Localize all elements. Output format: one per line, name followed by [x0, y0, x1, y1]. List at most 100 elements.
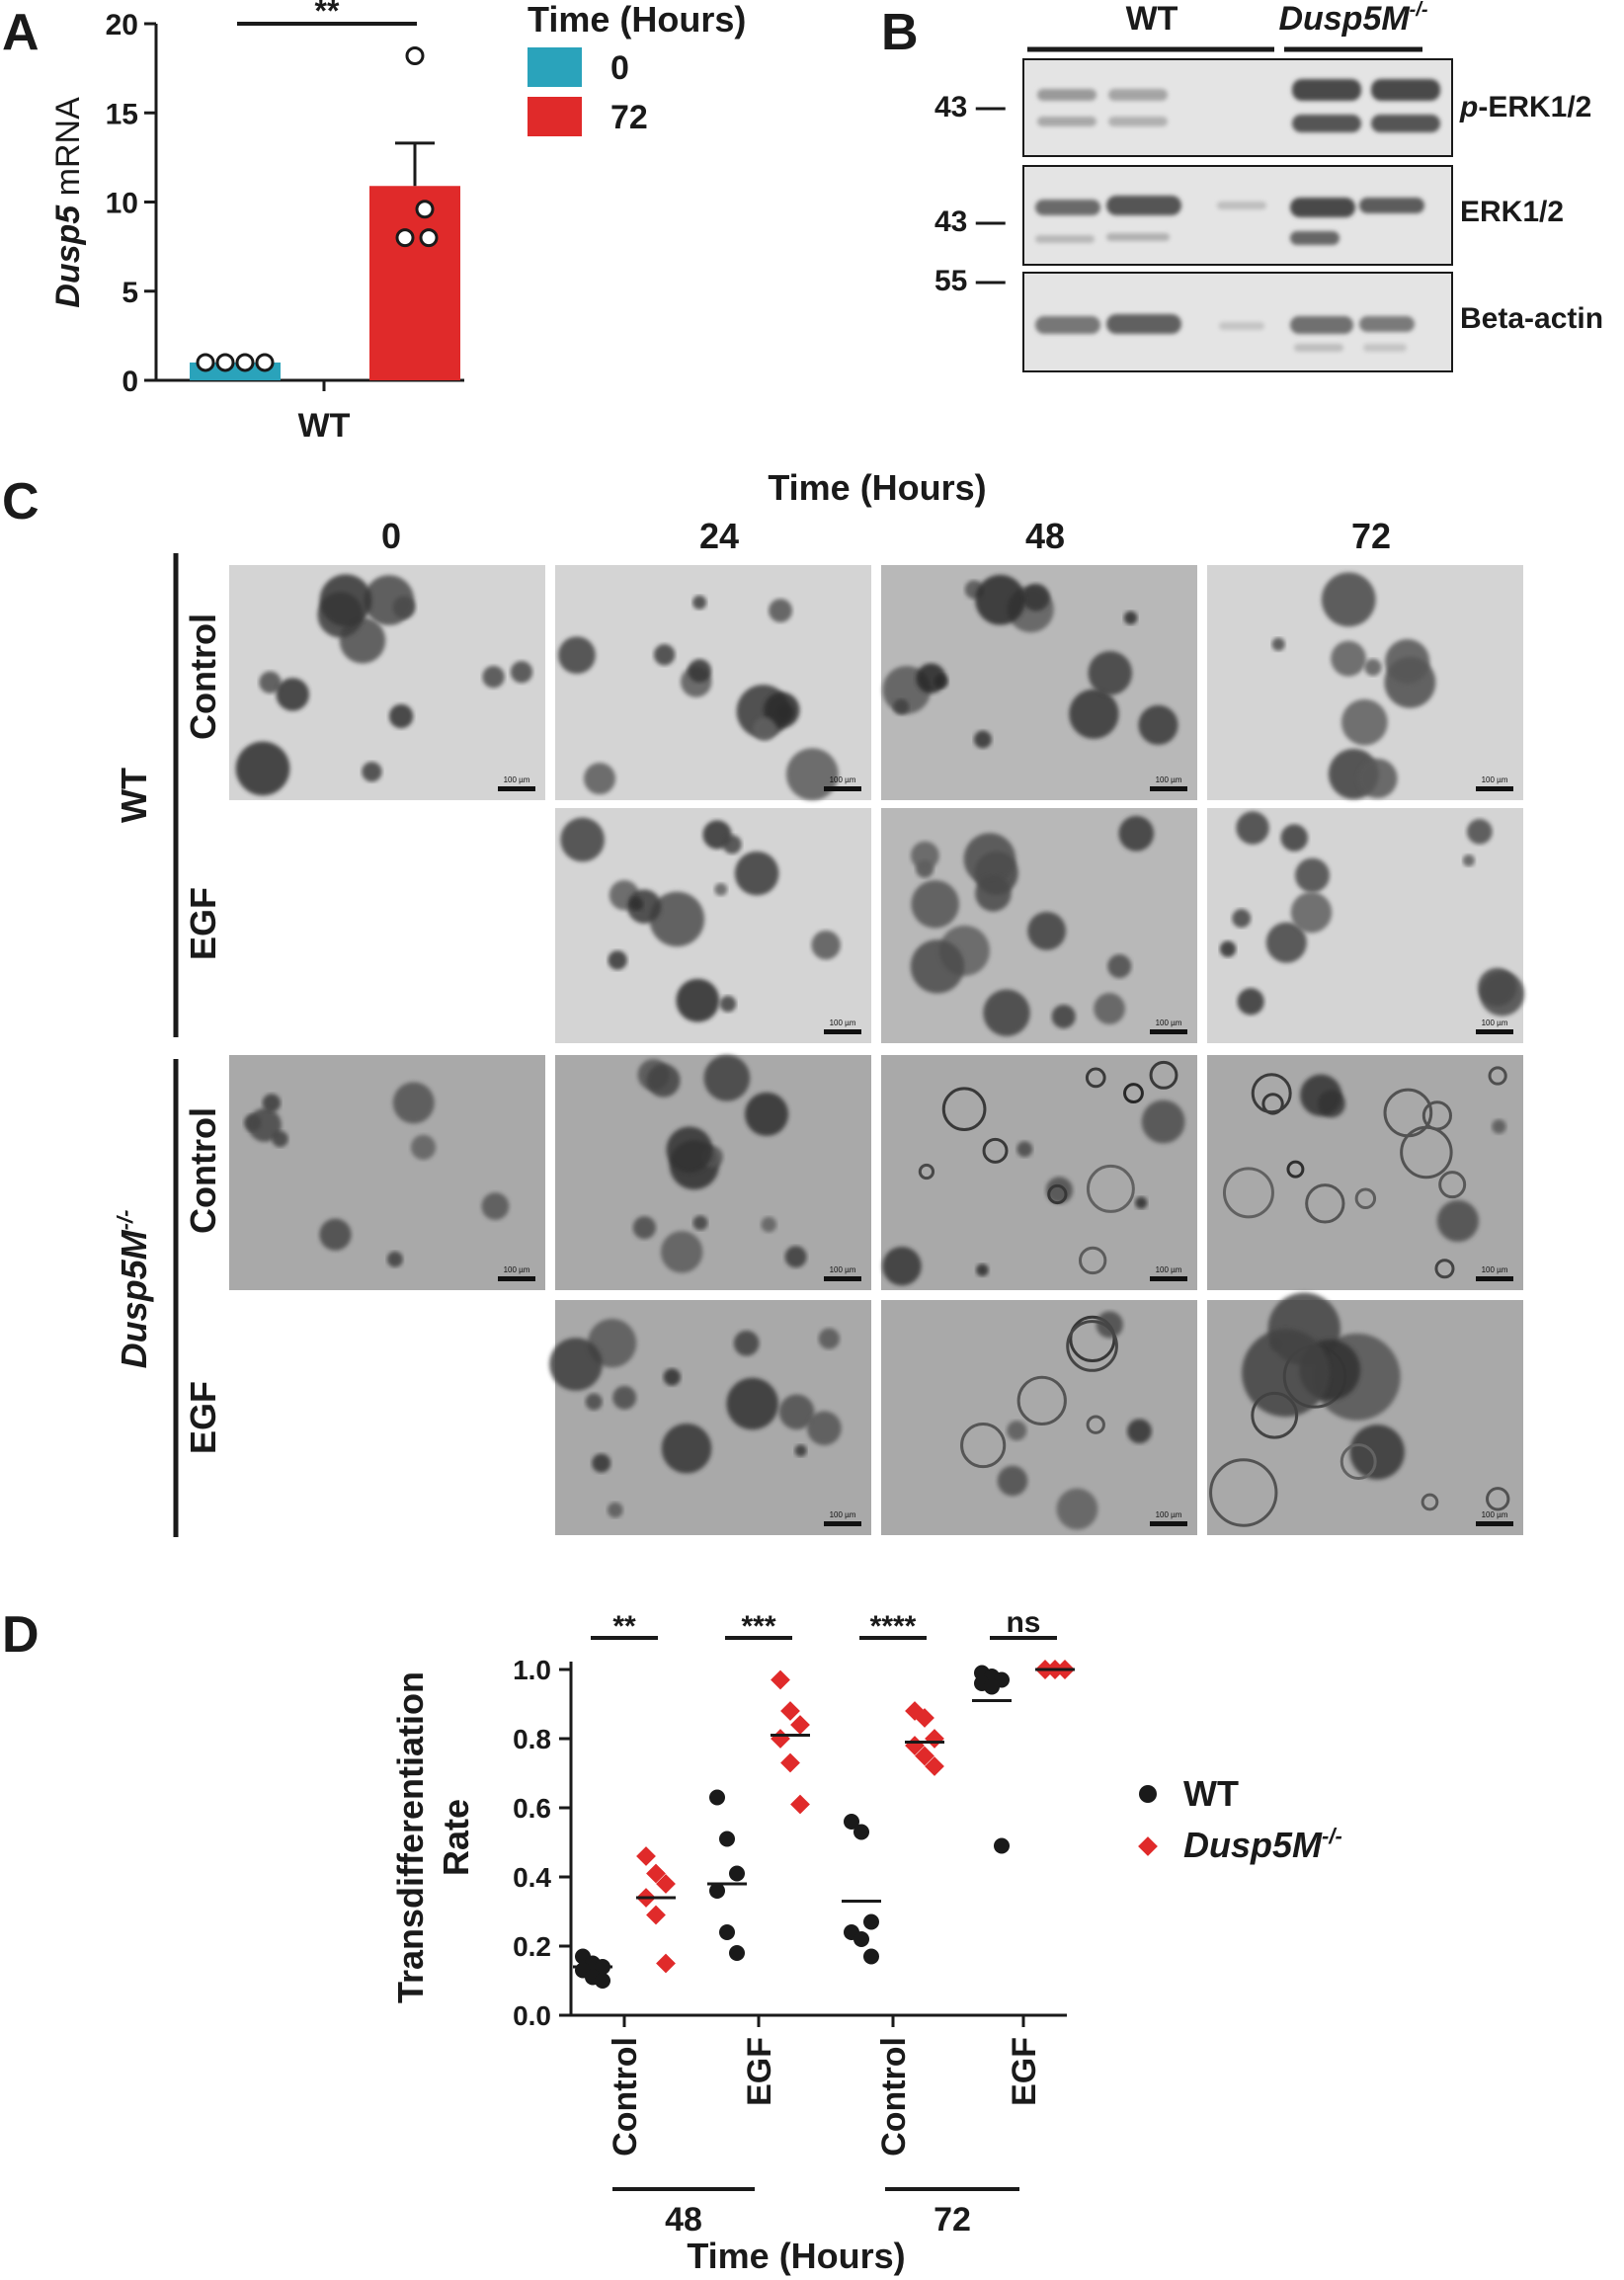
micro-cluster [592, 1453, 611, 1473]
micro-cluster [734, 851, 779, 896]
panel-d-group-48: 48 [665, 2201, 702, 2239]
micro-cluster [612, 1385, 637, 1410]
panel-c-row-ko-control: Control [183, 1107, 223, 1234]
micro-cluster [1480, 971, 1525, 1017]
point-wt [719, 1924, 735, 1940]
micro-cluster [585, 1393, 603, 1411]
micro-cluster [807, 1411, 842, 1446]
micro-tile-r1-c1: 100 µm [555, 808, 871, 1043]
point-wt [709, 1789, 725, 1806]
micro-cluster [1242, 1329, 1330, 1418]
micro-tile-r0-c2: 100 µm [881, 565, 1197, 800]
micro-cyst [941, 1087, 987, 1132]
panel-a-point [196, 353, 215, 372]
blot-marker-55: 55 — [934, 265, 1006, 297]
point-ko [925, 1729, 944, 1749]
micro-scale-bar [498, 786, 535, 791]
micro-cluster [1141, 1099, 1185, 1144]
micro-scale-label: 100 µm [504, 1265, 530, 1274]
point-wt [844, 1814, 859, 1830]
micro-scale-bar [824, 1521, 861, 1526]
micro-cyst [1438, 1171, 1467, 1199]
micro-tile-r0-c0: 100 µm [229, 565, 545, 800]
point-ko [656, 1953, 676, 1974]
legend-ko-marker [1138, 1836, 1158, 1856]
micro-scale-label: 100 µm [1156, 1018, 1182, 1027]
micro-cluster [660, 1231, 703, 1273]
panel-c-time-0: 0 [381, 516, 401, 556]
micro-cluster [653, 644, 676, 666]
panel-c-row-ko-egf: EGF [183, 1381, 223, 1454]
point-ko [646, 1863, 666, 1884]
micro-cluster [319, 574, 372, 627]
micro-cluster [784, 1246, 807, 1268]
micro-cluster [753, 717, 776, 741]
micro-cluster [761, 1216, 777, 1233]
micro-cluster [362, 762, 382, 782]
micro-scale-bar [1476, 1029, 1513, 1034]
micro-scale-bar [1476, 1276, 1513, 1281]
micro-cluster [916, 663, 946, 693]
panel-b-western-blot: WT Dusp5M-/- [934, 0, 1603, 372]
micro-cluster [794, 1444, 807, 1457]
point-ko [771, 1729, 790, 1749]
micro-tile-bg [229, 1055, 545, 1290]
micro-cyst [1222, 1167, 1274, 1219]
point-ko [925, 1756, 944, 1776]
micro-cluster [911, 841, 939, 870]
micro-tile-r3-c1: 100 µm [549, 1300, 871, 1535]
panel-c-group-ko: Dusp5M-/- [113, 1210, 154, 1369]
panel-d-y-label-1: Transdifferentiation [390, 1671, 431, 2003]
micro-tile-bg [881, 1055, 1197, 1290]
micro-cluster [608, 950, 627, 970]
panel-a-bar-72 [369, 186, 460, 380]
micro-scale-label: 100 µm [830, 1018, 856, 1027]
micro-cyst [982, 1137, 1009, 1164]
micro-cluster [1237, 988, 1264, 1016]
micro-cluster [1436, 1199, 1479, 1243]
panel-d-points [573, 1660, 1075, 1989]
micro-cyst [1016, 1375, 1067, 1426]
panel-d-y-tick-label-5: 1.0 [513, 1655, 551, 1685]
micro-cluster [1300, 1074, 1342, 1116]
micro-cyst [1086, 1415, 1105, 1434]
micro-cluster [818, 1328, 840, 1349]
micro-cyst [1434, 1259, 1455, 1279]
micro-cluster [973, 730, 992, 749]
micro-cluster [1056, 1488, 1098, 1530]
blot-marker-43b: 43 — [934, 205, 1006, 238]
point-ko [915, 1746, 934, 1766]
micro-cluster [975, 574, 1026, 625]
point-wt [853, 1931, 869, 1947]
micro-cluster [911, 880, 959, 929]
micro-cluster [1236, 811, 1269, 845]
micro-tile-r0-c3: 100 µm [1207, 565, 1523, 800]
panel-a-legend-title: Time (Hours) [528, 0, 746, 40]
panel-a-legend: Time (Hours) 0 72 [528, 0, 746, 136]
micro-scale-label: 100 µm [1482, 1018, 1508, 1027]
micro-cluster [1290, 891, 1333, 934]
panel-a-x-label: WT [298, 407, 351, 445]
micro-cluster [703, 1055, 751, 1101]
micro-cluster [663, 1368, 681, 1386]
micro-cluster [558, 636, 596, 675]
micro-cluster [1096, 1311, 1123, 1339]
micro-cluster [1321, 572, 1376, 627]
panel-a-legend-label-0: 0 [610, 49, 629, 87]
panel-d-scatter-chart: 0.00.20.40.60.81.0 Control EGF Control EGF … [390, 1606, 1342, 2276]
micro-scale-label: 100 µm [1482, 1510, 1508, 1519]
panel-d-sig-label-1: *** [741, 1610, 775, 1643]
micro-tile-r0-c1: 100 µm [555, 565, 871, 801]
micro-cluster [666, 1126, 713, 1174]
micro-scale-label: 100 µm [1156, 1510, 1182, 1519]
micro-cluster [1135, 1196, 1148, 1209]
panel-a-point [415, 200, 435, 219]
micro-cyst [1209, 1458, 1278, 1527]
micro-cyst [1286, 1160, 1305, 1179]
micro-cyst [1421, 1493, 1439, 1511]
blot-band-beta-actin: Beta-actin [1460, 302, 1603, 335]
micro-tile-bg [881, 1300, 1197, 1535]
micro-scale-bar [1150, 786, 1187, 791]
panel-c-row-wt-egf: EGF [183, 887, 223, 960]
micro-cyst [1066, 1320, 1118, 1372]
